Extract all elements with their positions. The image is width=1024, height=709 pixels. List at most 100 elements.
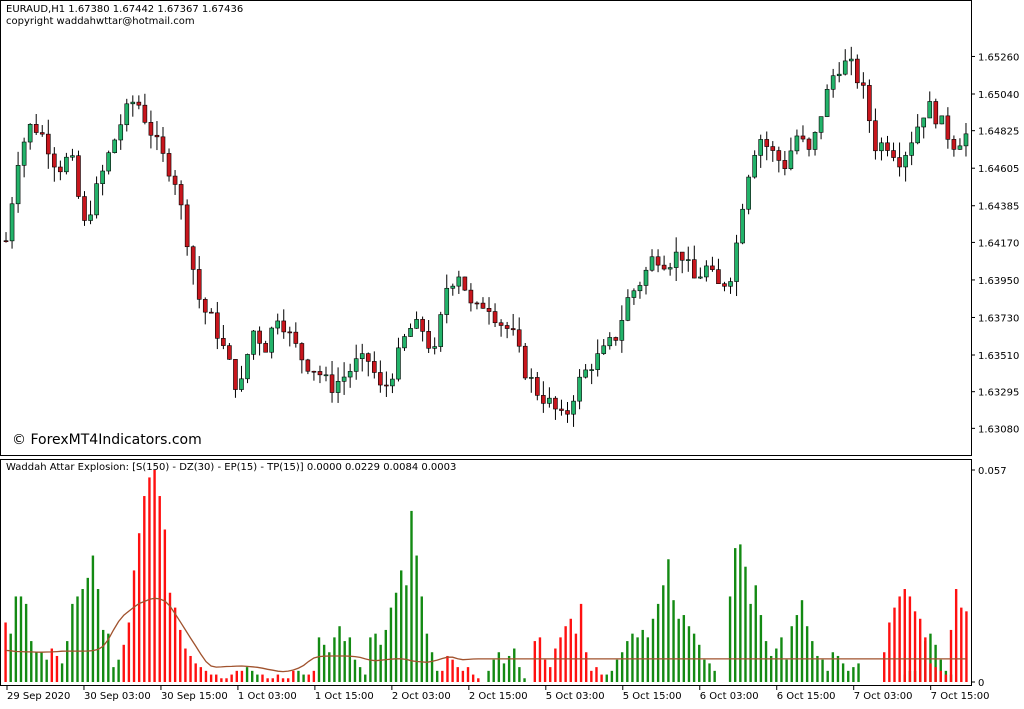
trend-up-bar [790, 626, 793, 682]
bull-candle [239, 378, 244, 390]
bear-candle [535, 377, 540, 396]
bull-candle [607, 337, 613, 347]
bear-candle [184, 204, 190, 248]
bear-candle [861, 82, 866, 86]
bear-candle [45, 133, 51, 155]
trend-down-bar [137, 533, 141, 682]
trend-down-bar [122, 644, 125, 682]
bull-candle [408, 328, 413, 337]
price-tick-label: 1.64825 [978, 127, 1019, 138]
bear-candle [764, 139, 770, 147]
trend-down-bar [538, 637, 542, 682]
bear-candle [136, 101, 142, 106]
trend-down-bar [153, 470, 156, 682]
trend-up-bar [358, 667, 362, 682]
indicator-panel-frame [0, 459, 972, 686]
bear-candle [384, 384, 389, 387]
trend-up-bar [708, 663, 711, 682]
trend-down-bar [461, 670, 465, 682]
bear-candle [172, 175, 178, 185]
trend-down-bar [50, 648, 54, 682]
bear-candle [299, 343, 305, 361]
bull-candle [595, 353, 600, 370]
bull-candle [903, 155, 908, 168]
trend-down-bar [168, 592, 172, 682]
trend-up-bar [744, 566, 747, 682]
bear-candle [565, 410, 570, 415]
trend-up-bar [615, 659, 619, 682]
trend-up-bar [107, 633, 110, 682]
bull-candle [927, 101, 933, 119]
bull-candle [577, 376, 582, 402]
bull-candle [818, 116, 824, 133]
bull-candle [245, 354, 250, 380]
trend-down-bar [471, 674, 475, 682]
copyright-label: copyright waddahwttar@hotmail.com [6, 16, 195, 27]
trend-down-bar [944, 674, 948, 682]
trend-up-bar [703, 659, 706, 682]
bear-candle [365, 353, 371, 362]
bull-candle [359, 353, 365, 360]
time-tick-label: 6 Oct 15:00 [777, 691, 836, 702]
trend-up-bar [667, 559, 670, 682]
trend-down-bar [929, 663, 932, 682]
trend-up-bar [852, 667, 855, 682]
bull-candle [589, 369, 594, 371]
bull-candle [94, 183, 99, 216]
bear-candle [33, 124, 39, 133]
trend-up-bar [805, 626, 809, 682]
bull-candle [70, 155, 75, 158]
bull-candle [21, 141, 27, 166]
bull-candle [528, 377, 534, 379]
bull-candle [752, 155, 757, 178]
indicator-tick-label: 0 [978, 678, 984, 689]
bull-candle [619, 320, 625, 341]
bear-candle [776, 150, 782, 161]
bull-candle [794, 135, 800, 152]
trend-up-bar [302, 674, 305, 682]
trend-up-bar [620, 652, 624, 682]
bull-candle [921, 117, 927, 128]
bull-candle [335, 381, 341, 393]
trend-down-bar [235, 670, 238, 682]
bear-candle [468, 289, 474, 304]
bear-candle [311, 370, 317, 373]
bull-candle [414, 319, 419, 329]
trend-up-bar [811, 641, 814, 682]
bull-candle [957, 145, 963, 150]
bear-candle [885, 142, 890, 151]
trend-up-bar [30, 641, 33, 682]
bear-candle [58, 166, 63, 173]
trend-up-bar [333, 637, 336, 682]
trend-up-bar [410, 510, 413, 682]
trend-up-bar [379, 644, 382, 682]
trend-up-bar [831, 652, 835, 682]
trend-up-bar [353, 659, 357, 682]
bull-candle [456, 276, 462, 287]
trend-up-bar [384, 629, 388, 682]
trend-down-bar [564, 626, 567, 682]
bear-candle [770, 146, 776, 151]
bear-candle [160, 136, 166, 154]
trend-up-bar [91, 555, 95, 682]
bear-candle [516, 329, 522, 347]
trend-up-bar [389, 607, 393, 682]
trend-up-bar [713, 670, 716, 682]
bear-candle [722, 283, 727, 287]
trend-up-bar [662, 585, 665, 682]
trend-up-bar [487, 670, 490, 682]
trend-down-bar [225, 678, 228, 682]
bull-candle [740, 208, 745, 244]
bear-candle [510, 328, 516, 331]
trend-down-bar [579, 603, 583, 682]
trend-up-bar [836, 655, 840, 682]
bull-candle [649, 256, 655, 271]
trend-up-bar [338, 626, 341, 682]
trend-down-bar [179, 629, 182, 682]
trend-down-bar [4, 622, 7, 682]
trend-down-bar [893, 607, 896, 682]
trend-up-bar [692, 633, 696, 682]
price-tick-label: 1.63950 [978, 276, 1019, 287]
indicator-tick-label: 0.057 [978, 466, 1007, 477]
